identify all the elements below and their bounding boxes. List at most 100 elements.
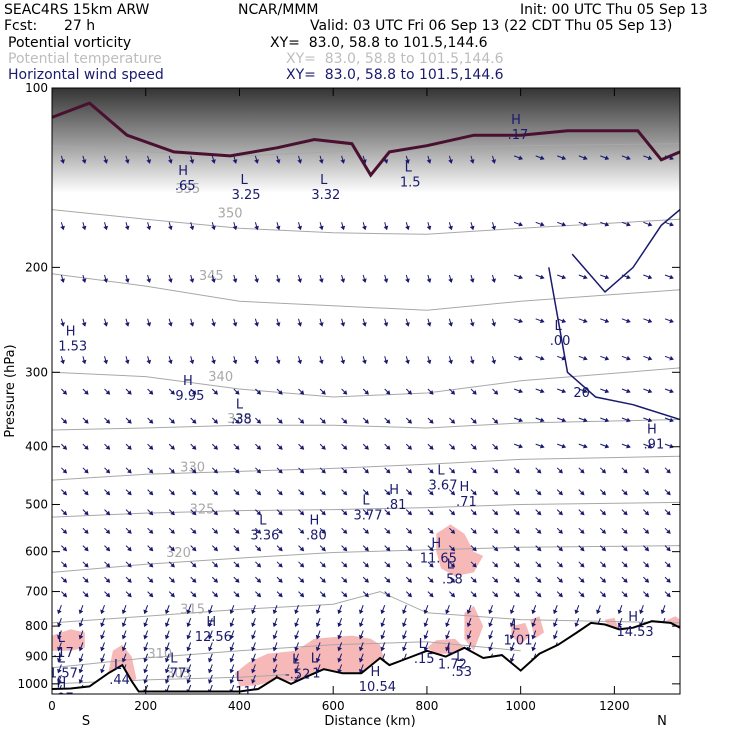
wind-vector-head <box>429 468 434 474</box>
extremum-type: H <box>511 113 521 128</box>
theta-contour-335 <box>52 419 680 431</box>
theta-label-330: 330 <box>180 460 205 475</box>
wind-vector-head <box>493 468 499 474</box>
wind-vector-head <box>666 578 671 583</box>
wind-vector-head <box>321 562 326 568</box>
wind-vector-head <box>191 468 197 474</box>
wind-vector-head <box>380 622 386 628</box>
wind-vector-head <box>234 445 240 450</box>
wind-vector-head <box>272 622 278 628</box>
extremum-type: H <box>66 324 76 339</box>
pv-shaded-region <box>464 605 484 651</box>
wind-vector-head <box>669 274 674 280</box>
wind-vector-head <box>539 155 545 161</box>
wind-vector-head <box>579 468 585 474</box>
wind-vector-head <box>536 562 542 568</box>
wind-speed-contour <box>571 209 680 294</box>
wind-vector-head <box>299 390 305 395</box>
wind-vector-head <box>143 609 149 615</box>
wind-vector-head <box>84 578 89 583</box>
wind-vector-head <box>472 592 477 598</box>
wind-vector-head <box>558 562 563 568</box>
wind-vector-head <box>191 578 197 583</box>
wind-vector-head <box>364 490 369 496</box>
extremum-type: L <box>320 173 328 188</box>
wind-vector-head <box>666 529 671 534</box>
wind-vector-head <box>297 359 303 365</box>
extremum-type: L <box>259 513 267 528</box>
wind-vector-head <box>450 490 456 496</box>
wind-speed-contour <box>548 267 680 421</box>
wind-vector-head <box>623 546 628 552</box>
legend-pv-name: Potential vorticity <box>8 35 132 51</box>
wind-vector-head <box>601 490 606 496</box>
wind-vector-head <box>84 529 89 534</box>
wind-vector-head <box>407 490 412 496</box>
extremum-value: .80 <box>306 528 327 543</box>
wind-vector-head <box>340 225 346 231</box>
wind-vector-head <box>472 490 477 496</box>
wind-vector-head <box>644 546 650 552</box>
wind-vector-head <box>229 634 235 640</box>
wind-vector-head <box>531 646 537 652</box>
wind-vector-head <box>472 390 477 395</box>
wind-vector-head <box>146 159 152 164</box>
wind-vector-head <box>644 490 650 496</box>
wind-vector-head <box>491 278 497 283</box>
wind-vector-head <box>493 510 499 516</box>
wind-vector-head <box>124 359 130 365</box>
wind-vector-head <box>364 390 369 395</box>
wind-vector-head <box>256 529 262 534</box>
wind-vector-head <box>191 419 197 424</box>
wind-vector-head <box>429 419 434 424</box>
wind-vector-head <box>423 622 429 628</box>
theta-contour-310 <box>52 641 521 669</box>
wind-vector-head <box>234 390 240 395</box>
wind-vector-head <box>337 657 343 663</box>
wind-vector-head <box>472 529 477 534</box>
wind-vector-head <box>448 159 453 164</box>
wind-vector-head <box>170 510 175 516</box>
wind-vector-head <box>57 622 62 628</box>
wind-vector-head <box>299 490 305 496</box>
wind-vector-head <box>321 468 326 474</box>
wind-vector-head <box>143 646 149 652</box>
wind-vector-head <box>423 634 429 640</box>
wind-vector-head <box>57 634 62 640</box>
wind-vector-head <box>583 355 588 361</box>
extremum-type: L <box>311 651 319 666</box>
wind-vector-head <box>515 490 520 496</box>
theta-label-325: 325 <box>190 503 215 518</box>
wind-vector-head <box>84 510 89 516</box>
wind-vector-head <box>84 468 89 474</box>
wind-vector-head <box>472 468 477 474</box>
wind-vector-head <box>539 388 545 394</box>
theta-contour-330 <box>52 455 680 481</box>
wind-vector-head <box>211 159 216 164</box>
wind-vector-head <box>100 657 105 663</box>
wind-vector-head <box>297 159 303 164</box>
wind-vector-head <box>315 646 321 652</box>
wind-vector-head <box>364 419 369 424</box>
wind-vector-head <box>623 562 628 568</box>
x-tick-label: 200 <box>134 699 157 713</box>
wind-vector-head <box>515 510 520 516</box>
wind-vector-head <box>186 679 192 684</box>
wind-vector-head <box>78 622 84 628</box>
wind-vector-head <box>321 490 326 496</box>
wind-vector-head <box>626 443 631 449</box>
wind-vector-head <box>488 646 493 652</box>
wind-vector-head <box>362 225 367 231</box>
wind-vector-head <box>448 322 453 327</box>
wind-vector-head <box>256 490 262 496</box>
wind-vector-head <box>124 322 130 327</box>
extremum-type: L <box>554 319 562 334</box>
wind-vector-head <box>278 592 283 598</box>
y-tick-label: 300 <box>25 365 48 379</box>
y-tick-label: 900 <box>25 650 48 664</box>
wind-vector-head <box>272 634 278 640</box>
wind-vector-head <box>407 529 412 534</box>
wind-vector-head <box>429 592 434 598</box>
wind-vector-head <box>385 390 391 395</box>
wind-vector-head <box>211 359 216 365</box>
